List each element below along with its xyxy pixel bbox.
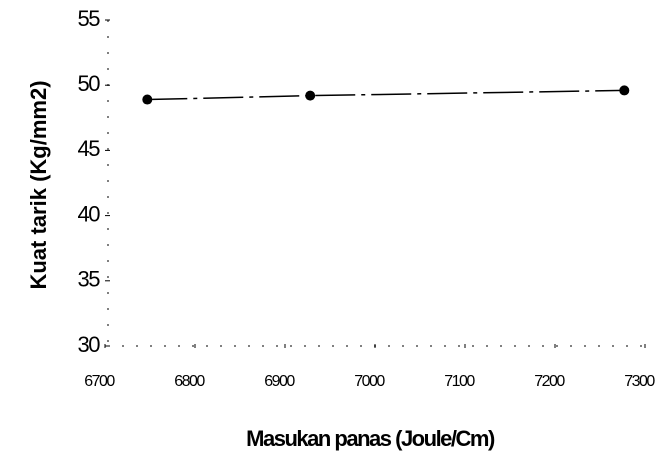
data-point <box>305 91 315 101</box>
background <box>0 0 663 464</box>
y-tick-label: 40 <box>78 201 101 226</box>
x-tick-label: 6900 <box>264 373 295 390</box>
data-point <box>142 95 152 105</box>
y-tick-label: 50 <box>78 71 101 96</box>
x-tick-label: 6800 <box>174 373 205 390</box>
x-axis-label: Masukan panas (Joule/Cm) <box>246 426 495 451</box>
chart: Masukan panas (Joule/Cm) Kuat tarik (Kg/… <box>0 0 663 464</box>
y-axis-label: Kuat tarik (Kg/mm2) <box>26 80 51 289</box>
x-tick-label: 6700 <box>84 373 115 390</box>
x-tick-label: 7100 <box>444 373 475 390</box>
x-tick-label: 7300 <box>624 373 655 390</box>
y-tick-label: 30 <box>78 332 101 357</box>
data-point <box>619 85 629 95</box>
x-tick-label: 7200 <box>534 373 565 390</box>
y-tick-label: 45 <box>78 136 101 161</box>
y-tick-label: 55 <box>78 6 101 31</box>
y-tick-label: 35 <box>78 267 101 292</box>
x-tick-label: 7000 <box>354 373 385 390</box>
